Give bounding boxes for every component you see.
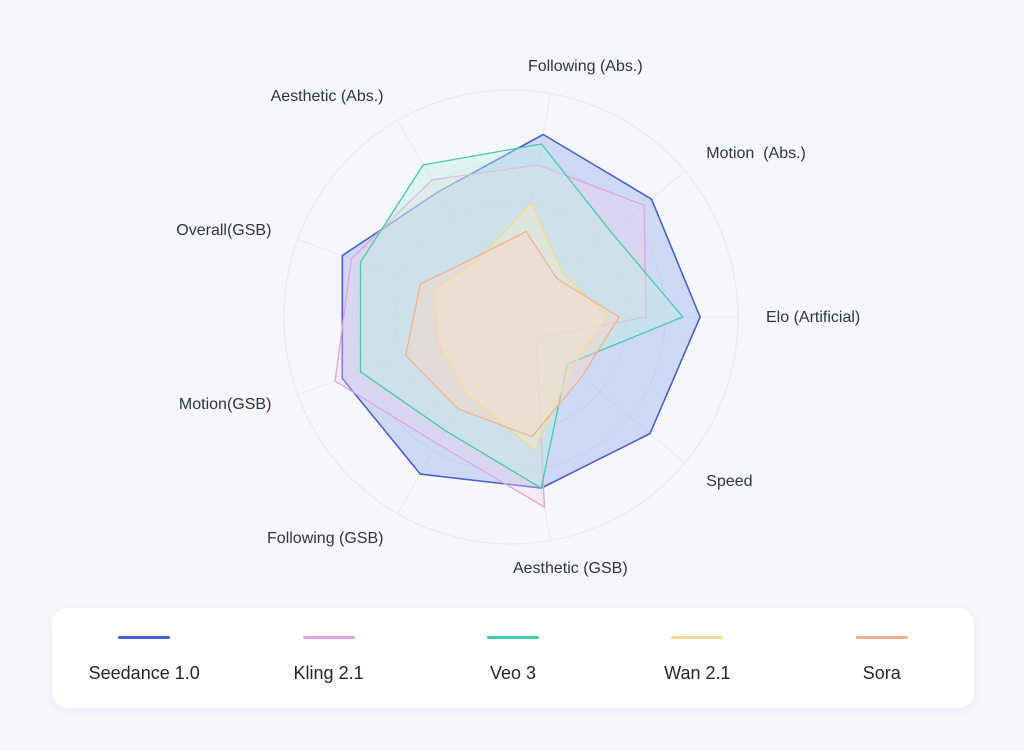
legend-item-wan: Wan 2.1 [617,608,777,708]
axis-label: Motion (Abs.) [706,145,806,162]
legend-swatch [118,636,171,639]
grid-spoke [297,238,512,318]
axis-label: Following (Abs.) [528,58,643,75]
series-polygon-sora [405,230,620,438]
legend-label: Seedance 1.0 [88,663,200,683]
grid-spoke [297,316,512,396]
series-polygon-kling-2-1 [334,164,647,508]
legend-label: Kling 2.1 [293,663,364,683]
legend-item-sora: Sora [802,608,962,708]
axis-label: Motion(GSB) [179,396,271,413]
grid-spoke [397,316,512,514]
legend-swatch [671,636,724,639]
radar-grid [283,89,739,545]
series-polygon-veo-3 [359,143,684,489]
legend-label: Wan 2.1 [664,663,731,683]
legend-label: Veo 3 [489,663,536,683]
legend-item-kling: Kling 2.1 [249,608,409,708]
legend-swatch [486,636,539,639]
axis-label: Following (GSB) [267,530,383,547]
axis-label: Speed [706,473,752,490]
axis-label: Aesthetic (Abs.) [271,88,384,105]
axis-label: Aesthetic (GSB) [513,560,628,577]
legend-label: Sora [862,663,901,683]
legend-item-veo: Veo 3 [433,608,593,708]
legend-swatch [855,636,908,639]
axis-labels: Following (Abs.) Motion (Abs.) Elo (Artifi… [176,58,860,577]
legend: Seedance 1.0 Kling 2.1 Veo 3 Wan 2.1 Sor… [52,608,974,708]
series-polygon-seedance-1-0 [341,133,701,489]
radar-series [334,133,701,508]
axis-label: Elo (Artificial) [766,309,860,326]
legend-item-seedance: Seedance 1.0 [64,608,224,708]
grid-spoke [397,120,512,318]
legend-swatch [302,636,355,639]
axis-label: Overall(GSB) [176,222,271,239]
radar-chart: Following (Abs.) Motion (Abs.) Elo (Artifi… [176,58,860,577]
grid-spoke [510,170,686,318]
grid-spoke [510,93,551,318]
grid-spoke [510,316,686,464]
